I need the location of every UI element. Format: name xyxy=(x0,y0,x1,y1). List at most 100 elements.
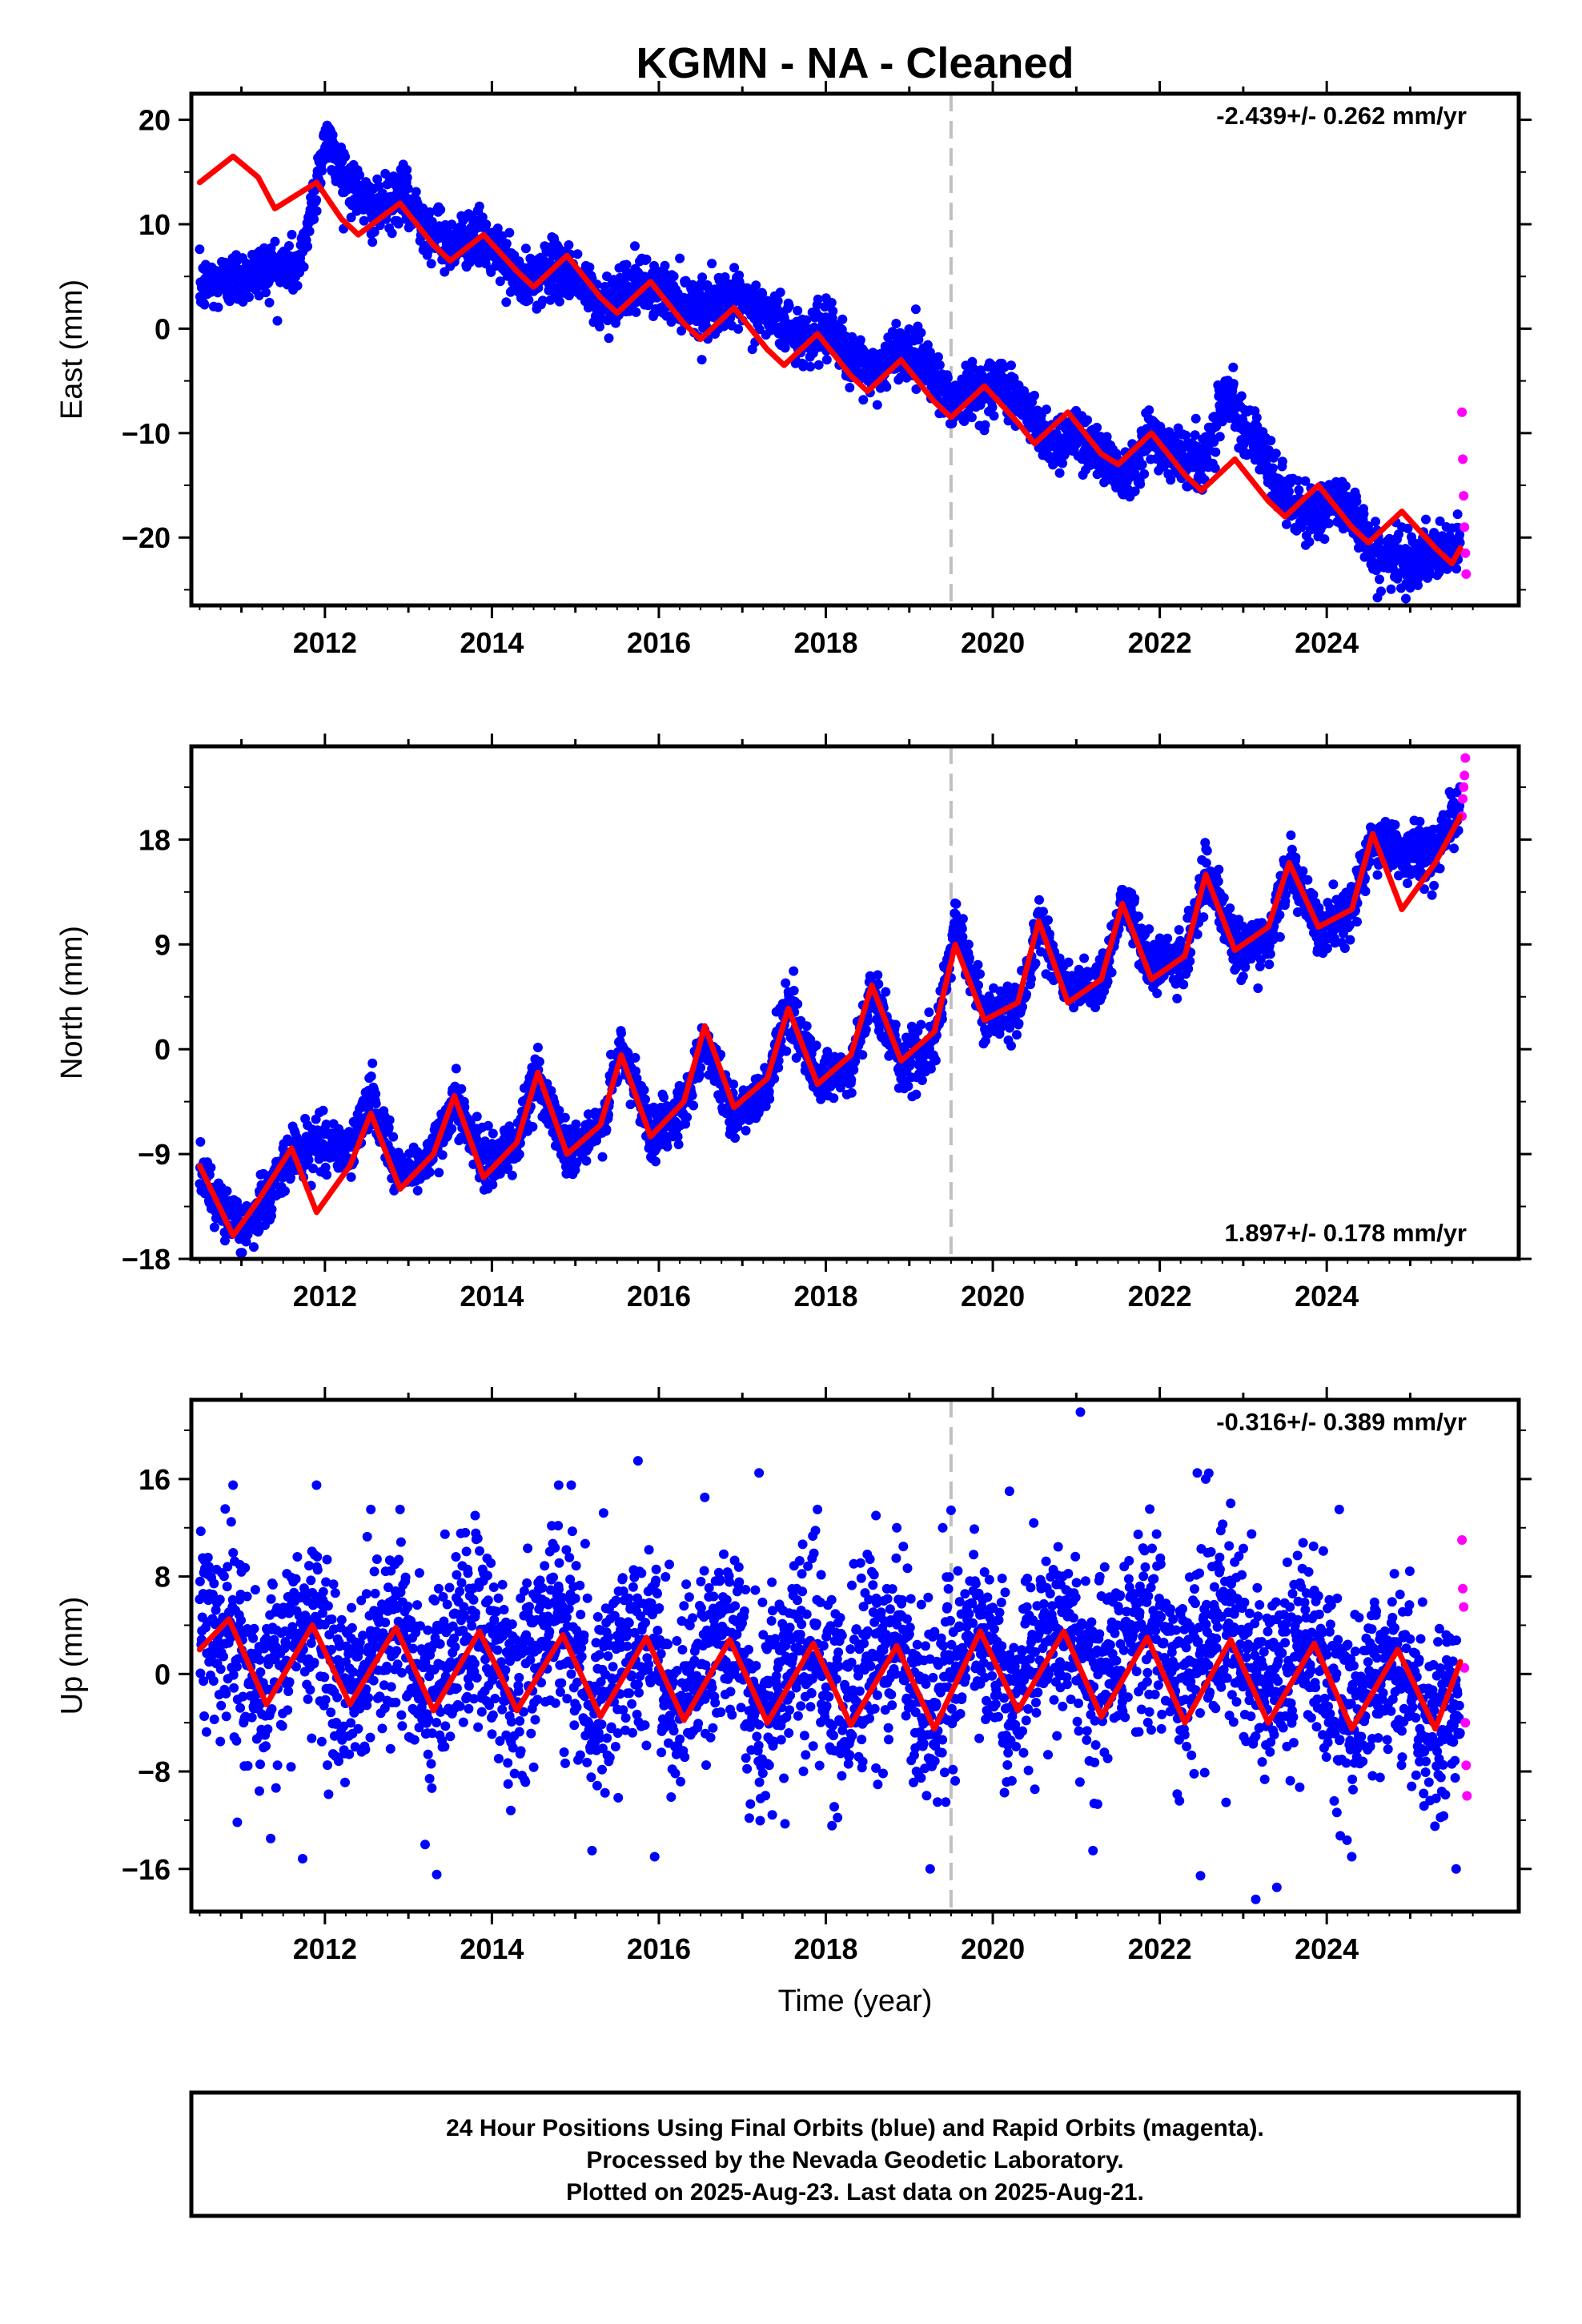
rapid-point xyxy=(1459,491,1469,501)
data-point xyxy=(388,1132,399,1142)
x-tick-label: 2020 xyxy=(961,626,1025,659)
data-point xyxy=(387,228,397,239)
data-point xyxy=(616,1028,626,1039)
data-point xyxy=(1435,516,1445,526)
data-point xyxy=(554,296,564,307)
data-point xyxy=(925,347,935,357)
data-point xyxy=(497,231,508,241)
data-point xyxy=(730,1133,741,1143)
data-point xyxy=(673,1140,684,1150)
data-point xyxy=(729,1080,739,1089)
data-point xyxy=(595,321,604,332)
data-point xyxy=(601,1124,612,1135)
data-point xyxy=(1006,360,1016,371)
data-point xyxy=(1340,481,1351,491)
data-point xyxy=(846,1088,857,1098)
data-point xyxy=(327,130,338,140)
data-point xyxy=(789,986,799,995)
data-point xyxy=(520,243,531,254)
data-point xyxy=(1135,479,1146,489)
data-point xyxy=(244,292,254,302)
data-point xyxy=(1386,584,1396,594)
data-point xyxy=(412,1185,423,1196)
data-point xyxy=(781,1046,792,1056)
data-point xyxy=(367,237,378,247)
panel-north: 2012 2014 2016 2018 2020 2022 20241890−9−18Nor… xyxy=(55,734,1532,1313)
data-point xyxy=(309,214,319,224)
data-point xyxy=(813,294,823,304)
data-point xyxy=(1042,404,1051,415)
data-point xyxy=(597,1152,608,1162)
data-point xyxy=(660,260,670,271)
data-point xyxy=(1277,456,1287,467)
data-point xyxy=(249,1242,259,1252)
data-point xyxy=(564,240,574,250)
data-point xyxy=(346,1172,356,1182)
data-point xyxy=(773,296,783,306)
data-point xyxy=(1137,460,1147,470)
data-point xyxy=(640,1094,650,1104)
x-tick-label: 2012 xyxy=(293,626,357,659)
data-point xyxy=(371,1099,381,1109)
data-point xyxy=(780,343,790,353)
model-curve-east xyxy=(196,153,1464,567)
data-point xyxy=(1351,497,1362,507)
data-point xyxy=(528,1122,538,1132)
data-point xyxy=(857,1050,868,1060)
data-point xyxy=(311,195,322,205)
data-point xyxy=(504,227,515,238)
data-point xyxy=(1371,517,1380,527)
data-point xyxy=(741,1125,751,1136)
data-point xyxy=(682,1112,693,1123)
x-tick-label: 2016 xyxy=(627,626,691,659)
data-point xyxy=(411,187,421,197)
rapid-point xyxy=(1457,407,1468,417)
data-point xyxy=(1452,509,1463,520)
data-point xyxy=(1283,486,1294,497)
data-point xyxy=(1266,436,1276,446)
data-point xyxy=(1181,430,1191,440)
rapid-point xyxy=(1458,454,1468,464)
data-point xyxy=(209,1222,219,1232)
final-orbit-points-east xyxy=(195,120,1465,604)
data-point xyxy=(1293,476,1303,486)
data-point xyxy=(447,1124,457,1134)
data-point xyxy=(424,1167,435,1177)
data-point xyxy=(481,219,492,230)
data-point xyxy=(966,412,977,423)
data-point xyxy=(1300,476,1311,486)
data-point xyxy=(600,282,610,292)
x-tick-label: 2024 xyxy=(1295,626,1359,659)
data-point xyxy=(707,259,717,269)
data-point xyxy=(1359,509,1369,519)
data-point xyxy=(1452,564,1462,574)
data-point xyxy=(340,151,351,162)
data-point xyxy=(934,360,945,370)
data-point xyxy=(837,314,848,324)
data-point xyxy=(318,1105,328,1116)
data-point xyxy=(630,1052,640,1063)
data-point xyxy=(846,1075,857,1085)
data-point xyxy=(346,212,356,223)
data-point xyxy=(720,272,730,282)
x-tick-label: 2018 xyxy=(793,626,857,659)
data-point xyxy=(1354,543,1363,553)
data-point xyxy=(651,1156,661,1167)
data-point xyxy=(572,249,583,259)
data-point xyxy=(584,262,595,272)
data-point xyxy=(220,257,230,267)
data-point xyxy=(456,1084,467,1094)
rapid-point xyxy=(1460,522,1470,533)
data-point xyxy=(303,241,313,251)
data-point xyxy=(828,306,838,316)
data-point xyxy=(322,1170,332,1180)
data-point xyxy=(534,1056,544,1067)
data-point xyxy=(872,400,882,410)
data-point xyxy=(280,1186,290,1196)
y-tick-label: 0 xyxy=(155,312,171,345)
data-point xyxy=(1403,523,1413,533)
data-point xyxy=(1139,468,1150,479)
data-point xyxy=(374,181,384,191)
data-point xyxy=(781,978,791,988)
